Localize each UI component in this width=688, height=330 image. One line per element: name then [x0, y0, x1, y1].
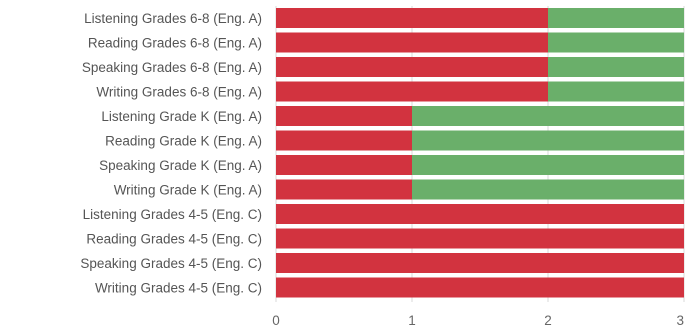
bar-4-series-0 [276, 106, 412, 126]
bar-6-series-1 [412, 155, 684, 175]
bar-3-series-1 [548, 81, 684, 102]
category-label-3: Writing Grades 6-8 (Eng. A) [96, 85, 262, 100]
bar-1-series-0 [276, 32, 548, 53]
bar-2-series-0 [276, 57, 548, 77]
bar-6-series-0 [276, 155, 412, 175]
x-tick-label-3: 3 [676, 313, 684, 328]
bar-10-series-0 [276, 253, 684, 273]
category-label-4: Listening Grade K (Eng. A) [101, 109, 262, 124]
bar-8-series-0 [276, 204, 684, 224]
category-label-9: Reading Grades 4-5 (Eng. C) [86, 232, 262, 247]
bar-7-series-1 [412, 179, 684, 200]
x-tick-label-1: 1 [408, 313, 416, 328]
x-axis-ticks: 0 1 2 3 [272, 313, 684, 328]
bar-0-series-0 [276, 8, 548, 28]
gridlines [275, 6, 685, 302]
x-tick-label-2: 2 [544, 313, 552, 328]
bar-4-series-1 [412, 106, 684, 126]
category-label-11: Writing Grades 4-5 (Eng. C) [95, 281, 262, 296]
bar-9-series-0 [276, 228, 684, 249]
category-label-2: Speaking Grades 6-8 (Eng. A) [82, 60, 262, 75]
category-label-0: Listening Grades 6-8 (Eng. A) [84, 11, 262, 26]
bar-5-series-0 [276, 130, 412, 151]
bar-2-series-1 [548, 57, 684, 77]
category-label-7: Writing Grade K (Eng. A) [114, 183, 262, 198]
category-labels: Listening Grades 6-8 (Eng. A) Reading Gra… [80, 11, 262, 296]
category-label-5: Reading Grade K (Eng. A) [105, 134, 262, 149]
bar-1-series-1 [548, 32, 684, 53]
bar-11-series-0 [276, 277, 684, 298]
category-label-8: Listening Grades 4-5 (Eng. C) [83, 207, 262, 222]
bar-5-series-1 [412, 130, 684, 151]
category-label-1: Reading Grades 6-8 (Eng. A) [88, 36, 262, 51]
category-label-10: Speaking Grades 4-5 (Eng. C) [80, 256, 262, 271]
x-tick-label-0: 0 [272, 313, 280, 328]
bar-3-series-0 [276, 81, 548, 102]
bars [276, 8, 684, 298]
category-label-6: Speaking Grade K (Eng. A) [99, 158, 262, 173]
bar-0-series-1 [548, 8, 684, 28]
bar-7-series-0 [276, 179, 412, 200]
